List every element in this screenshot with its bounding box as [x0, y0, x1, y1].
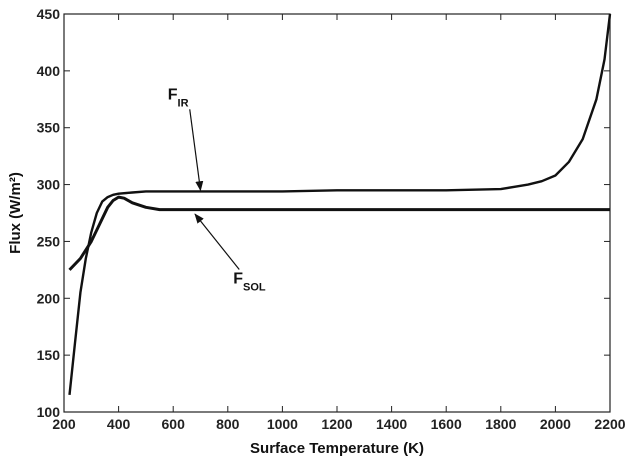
series-line-f-ir [68, 13, 612, 396]
y-tick-label: 200 [37, 290, 61, 306]
x-tick-label: 1400 [376, 416, 407, 432]
y-tick-label: 300 [37, 177, 61, 193]
x-tick-label: 1200 [321, 416, 352, 432]
annotation-arrow [189, 109, 204, 192]
y-tick-label: 400 [37, 63, 61, 79]
y-axis-title: Flux (W/m²) [7, 172, 24, 254]
x-tick-label: 800 [216, 416, 240, 432]
x-tick-label: 1000 [267, 416, 298, 432]
y-tick-label: 450 [37, 6, 61, 22]
x-tick-label: 600 [162, 416, 186, 432]
plot-area [63, 13, 611, 413]
y-axis-ticks: 100 150 200 250 300 350 400 450 [37, 6, 610, 420]
annotation-arrow [194, 213, 240, 270]
y-tick-label: 100 [37, 404, 61, 420]
series-label-f-sol: FSOL [233, 271, 266, 294]
x-tick-label: 1600 [431, 416, 462, 432]
y-tick-label: 350 [37, 120, 61, 136]
x-tick-label: 2200 [594, 416, 625, 432]
x-tick-label: 2000 [540, 416, 571, 432]
y-tick-label: 150 [37, 347, 61, 363]
x-axis-title: Surface Temperature (K) [250, 440, 424, 457]
series-lines [68, 13, 612, 396]
x-tick-label: 400 [107, 416, 131, 432]
y-tick-label: 250 [37, 233, 61, 249]
x-tick-label: 1800 [485, 416, 516, 432]
series-annotations: FIR FSOL [168, 86, 266, 293]
series-line-f-sol [68, 195, 610, 271]
series-label-f-ir: FIR [168, 86, 189, 109]
x-axis-ticks: 200 400 600 800 1000 1200 1400 1600 1800 2000 2200 [52, 14, 626, 432]
x-tick-label: 200 [52, 416, 76, 432]
